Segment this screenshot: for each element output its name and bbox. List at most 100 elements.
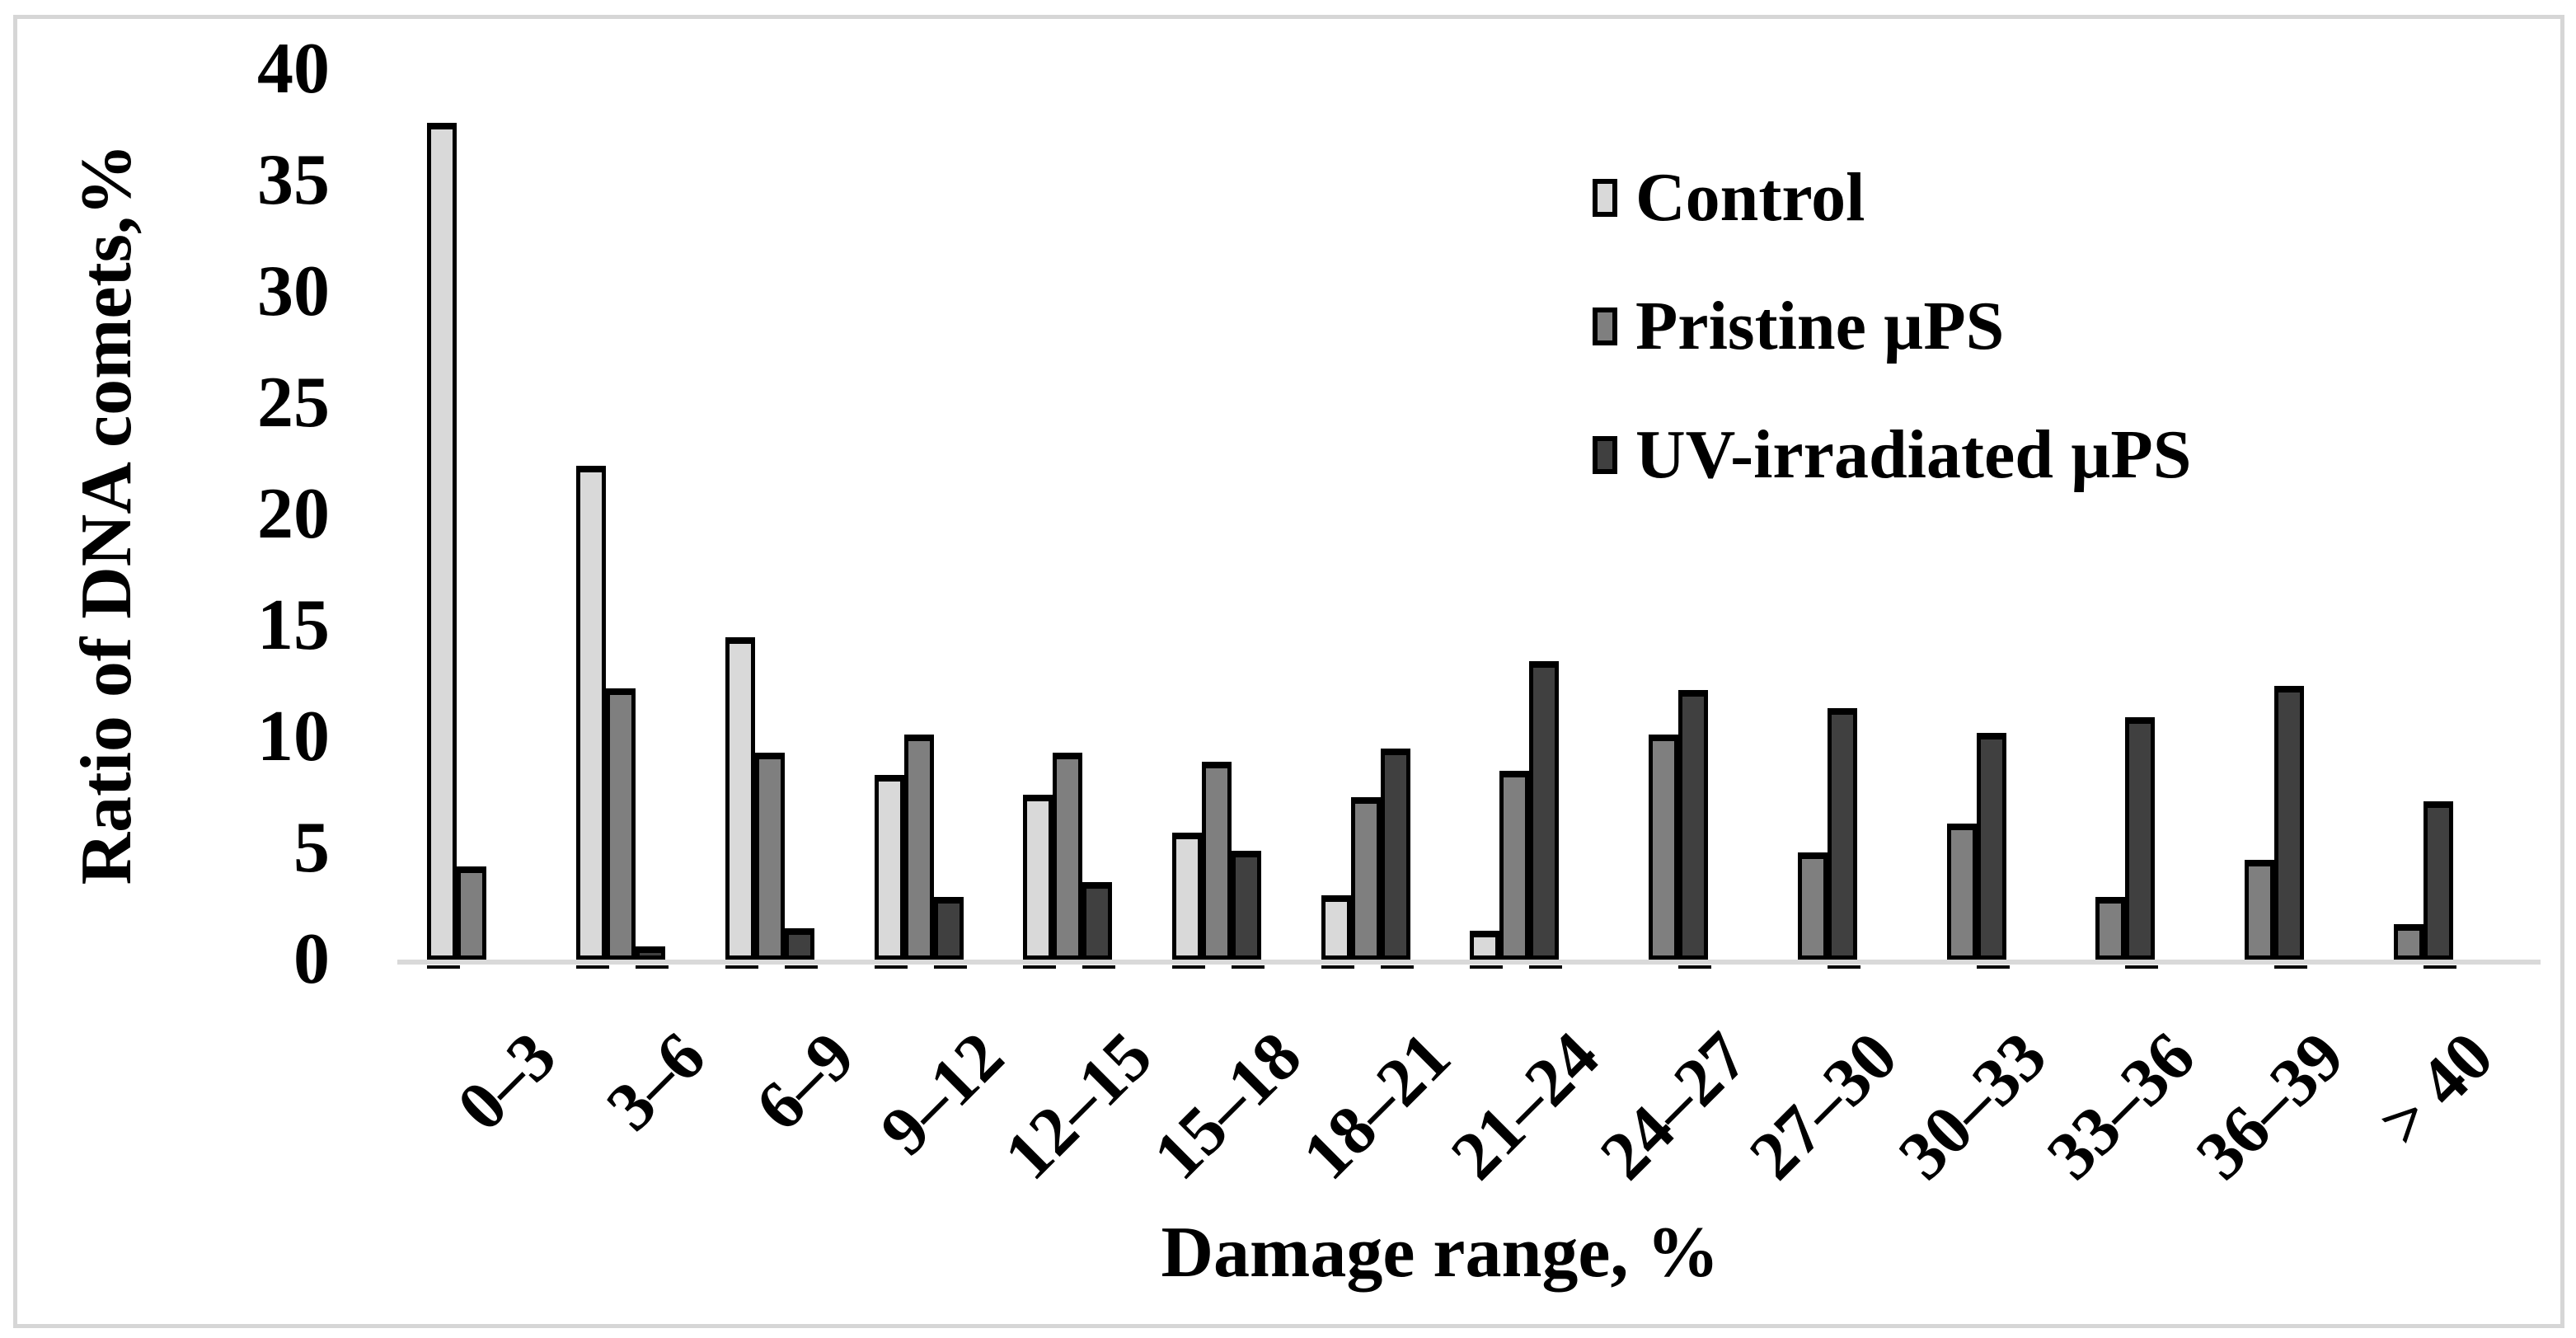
bar (2273, 685, 2304, 960)
y-axis-ticks: 0 5 10 15 20 25 30 35 40 (124, 33, 338, 996)
bar-slot (1201, 69, 1232, 960)
axis-tick-dash (1231, 965, 1265, 969)
legend-swatch (1593, 179, 1617, 217)
bar-slot (1976, 69, 2010, 969)
bar (1231, 850, 1261, 960)
bar-slot (1023, 69, 1057, 969)
bar (754, 752, 785, 960)
bar-slot (486, 69, 516, 960)
axis-tick-dash (1976, 965, 2010, 969)
bar-slot (725, 69, 758, 969)
bar (1470, 930, 1500, 960)
bar (636, 946, 666, 960)
bar-slot (933, 69, 967, 969)
bar (725, 636, 755, 960)
bar-slot (2393, 69, 2424, 960)
bar-slot (1499, 69, 1530, 960)
bar-slot (903, 69, 934, 960)
y-tick-label: 10 (257, 697, 330, 777)
bar-slot (1649, 69, 1679, 960)
axis-tick-dash (427, 965, 461, 969)
bar-slot (874, 69, 908, 969)
y-tick-label: 15 (257, 585, 330, 665)
plot-area: 0–3 3–6 6–9 9–12 12–15 15–18 18–21 21–24 24–27 27… (397, 69, 2508, 1195)
axis-tick-dash (576, 965, 610, 969)
bar (1499, 770, 1530, 960)
bar-slot (427, 69, 461, 969)
x-axis-title: Damage range, % (397, 1213, 2483, 1293)
bar (606, 688, 636, 960)
bar-group: 24–27 (1586, 69, 1762, 1195)
bar-slot (2423, 69, 2456, 969)
bar-group: 30–33 (1884, 69, 2061, 1195)
legend: Control Pristine µPS UV-irradiated µPS (1593, 163, 2191, 549)
axis-tick-dash (1678, 965, 1712, 969)
bar-slot (1082, 69, 1116, 969)
bar-slot (1678, 69, 1712, 969)
bar (427, 122, 457, 960)
bar (784, 928, 814, 960)
bar-group: 12–15 (990, 69, 1166, 1195)
bar (874, 774, 904, 960)
axis-tick-dash (636, 965, 669, 969)
bar-slot (2364, 69, 2394, 960)
bar (1976, 732, 2006, 960)
legend-label: Control (1635, 159, 1865, 236)
bar-slot (606, 69, 636, 960)
bar (2095, 897, 2126, 960)
bar (1082, 881, 1113, 960)
y-tick-label: 20 (257, 474, 330, 554)
bar-slot (2244, 69, 2274, 960)
legend-label: UV-irradiated µPS (1635, 416, 2192, 493)
bar (1797, 852, 1828, 960)
axis-tick-dash (1827, 965, 1860, 969)
legend-item: UV-irradiated µPS (1593, 420, 2191, 490)
axis-tick-dash (2423, 965, 2456, 969)
bar (1678, 690, 1709, 960)
axis-tick-dash (1470, 965, 1504, 969)
bar (1350, 796, 1381, 960)
bar-slot (636, 69, 669, 969)
bar-group: 27–30 (1735, 69, 1912, 1195)
axis-tick-dash (1321, 965, 1354, 969)
bar (1171, 833, 1202, 960)
bar-slot (754, 69, 785, 960)
bar-group: 33–36 (2033, 69, 2209, 1195)
legend-item: Pristine µPS (1593, 292, 2191, 361)
bar-group: 3–6 (547, 69, 720, 1145)
bar-group: > 40 (2334, 69, 2508, 1161)
bar-slot (1946, 69, 1977, 960)
bar-group: 18–21 (1288, 69, 1465, 1195)
bar (1321, 894, 1351, 960)
axis-tick-dash (725, 965, 758, 969)
axis-tick-dash (2125, 965, 2159, 969)
bar (1827, 707, 1857, 960)
bar-slot (1231, 69, 1265, 969)
bar (933, 897, 964, 960)
bar-group: 6–9 (695, 69, 869, 1145)
bar-slot (1321, 69, 1354, 969)
y-tick-label: 0 (293, 919, 330, 999)
axis-tick-dash (874, 965, 908, 969)
legend-label: Pristine µPS (1635, 288, 2005, 364)
axis-tick-dash (784, 965, 818, 969)
bar-slot (784, 69, 818, 969)
y-tick-label: 5 (293, 808, 330, 888)
bar (1380, 748, 1410, 960)
bar-slot (1053, 69, 1083, 960)
bar-slot (1797, 69, 1828, 960)
bar-slot (576, 69, 610, 969)
y-tick-label: 30 (257, 251, 330, 331)
bar (2125, 716, 2156, 960)
axis-tick-dash (1023, 965, 1057, 969)
y-tick-label: 25 (257, 363, 330, 443)
y-tick-label: 40 (257, 29, 330, 109)
bar-group: 0–3 (397, 69, 571, 1145)
bar-group: 21–24 (1437, 69, 1614, 1195)
y-tick-label: 35 (257, 140, 330, 220)
bar (903, 735, 934, 960)
bar-slot (2273, 69, 2307, 969)
x-axis-line (397, 960, 2541, 965)
bar-slot (1529, 69, 1563, 969)
bar-slot (1171, 69, 1205, 969)
